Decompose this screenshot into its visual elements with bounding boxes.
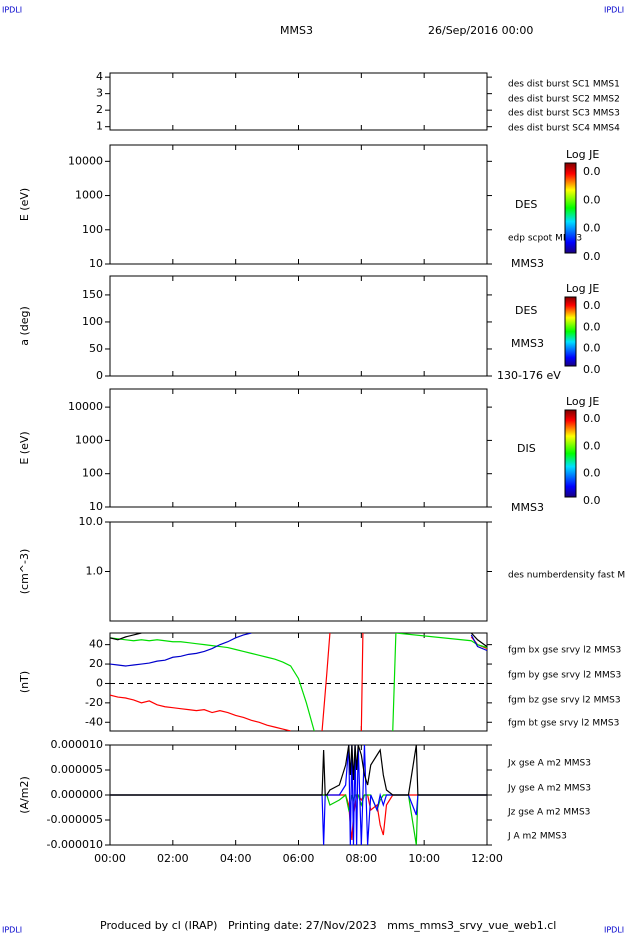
- legend-entry: Jx gse A m2 MMS3: [507, 759, 591, 769]
- corner-mark: IPDLI: [2, 926, 22, 934]
- y-tick-label: 40: [89, 638, 103, 651]
- legend-entry: fgm bx gse srvy l2 MMS3: [508, 646, 621, 656]
- y-tick-label: 100: [82, 223, 103, 236]
- y-tick-label: 0: [96, 676, 103, 689]
- colorbar-label: 0.0: [583, 439, 601, 452]
- y-tick-label: 10000: [68, 400, 103, 413]
- corner-mark: IPDLI: [2, 6, 22, 15]
- y-tick-label: 10: [89, 257, 103, 270]
- y-tick-label: 0.000010: [51, 738, 104, 751]
- y-tick-label: -0.000005: [47, 813, 103, 826]
- footer-text: Produced by cl (IRAP) Printing date: 27/…: [100, 919, 556, 932]
- colorbar-title: Log JE: [566, 282, 599, 295]
- y-tick-label: 1000: [75, 433, 103, 446]
- annotation: DES: [515, 198, 537, 211]
- colorbar-label: 0.0: [583, 320, 601, 333]
- colorbar-label: 0.0: [583, 193, 601, 206]
- header-title: MMS3: [280, 24, 313, 37]
- corner-mark: IPDLI: [604, 6, 624, 15]
- y-tick-label: 20: [89, 657, 103, 670]
- annotation: MMS3: [511, 257, 544, 270]
- y-tick-label: 1000: [75, 189, 103, 202]
- annotation: DES: [515, 304, 537, 317]
- series-line: [110, 633, 487, 731]
- y-axis-title: (nT): [18, 671, 31, 693]
- colorbar-label: 0.0: [583, 363, 601, 376]
- y-axis-title: (cm^-3): [18, 549, 31, 595]
- y-tick-label: -40: [85, 715, 103, 728]
- y-tick-label: 1.0: [86, 565, 104, 578]
- colorbar-label: 0.0: [583, 222, 601, 235]
- x-tick-label: 06:00: [283, 852, 315, 865]
- y-axis-title: (A/m2): [18, 776, 31, 814]
- legend-entry: Jz gse A m2 MMS3: [507, 808, 590, 818]
- colorbar-label: 0.0: [583, 165, 601, 178]
- annotation: 130-176 eV: [497, 369, 561, 382]
- annotation: DIS: [517, 442, 536, 455]
- y-tick-label: 10.0: [79, 515, 104, 528]
- legend-entry: des numberdensity fast M: [508, 571, 625, 581]
- legend-entry: fgm bt gse srvy l2 MMS3: [508, 719, 619, 729]
- header-date: 26/Sep/2016 00:00: [428, 24, 533, 37]
- colorbar-label: 0.0: [583, 299, 601, 312]
- y-tick-label: 10000: [68, 154, 103, 167]
- legend-entry: fgm bz gse srvy l2 MMS3: [508, 696, 621, 706]
- colorbar-label: 0.0: [583, 250, 601, 263]
- annotation: MMS3: [511, 337, 544, 350]
- colorbar-label: 0.0: [583, 494, 601, 507]
- y-tick-label: 100: [82, 315, 103, 328]
- x-tick-label: 00:00: [94, 852, 126, 865]
- y-tick-label: 0.000000: [51, 788, 104, 801]
- y-tick-label: 0.000005: [51, 763, 104, 776]
- x-tick-label: 12:00: [471, 852, 503, 865]
- y-tick-label: -0.000010: [47, 838, 103, 851]
- y-tick-label: 10: [89, 500, 103, 513]
- colorbar-title: Log JE: [566, 148, 599, 161]
- series-line: [110, 633, 487, 731]
- legend-entry: fgm by gse srvy l2 MMS3: [508, 671, 621, 681]
- y-tick-label: 0: [96, 369, 103, 382]
- x-tick-label: 10:00: [408, 852, 440, 865]
- y-tick-label: 4: [96, 70, 103, 83]
- annotation: MMS3: [511, 501, 544, 514]
- annotation: edp scpot MMS3: [508, 234, 582, 244]
- y-tick-label: -20: [85, 696, 103, 709]
- colorbar: [564, 162, 577, 254]
- colorbar: [564, 296, 577, 367]
- y-tick-label: 100: [82, 467, 103, 480]
- colorbar-label: 0.0: [583, 467, 601, 480]
- colorbar-label: 0.0: [583, 412, 601, 425]
- colorbar-title: Log JE: [566, 395, 599, 408]
- x-tick-label: 02:00: [157, 852, 189, 865]
- y-tick-label: 50: [89, 342, 103, 355]
- x-tick-label: 04:00: [220, 852, 252, 865]
- series-line: [110, 633, 487, 667]
- y-tick-label: 150: [82, 288, 103, 301]
- legend-entry: Jy gse A m2 MMS3: [507, 784, 591, 794]
- colorbar: [564, 409, 577, 498]
- legend-entry: des dist burst SC2 MMS2: [508, 95, 620, 105]
- series-line: [110, 745, 487, 796]
- legend-entry: J A m2 MMS3: [507, 832, 567, 842]
- y-axis-title: a (deg): [18, 306, 31, 346]
- y-tick-label: 2: [96, 103, 103, 116]
- x-tick-label: 08:00: [345, 852, 377, 865]
- corner-mark: IPDLI: [604, 926, 624, 934]
- series-line: [110, 633, 487, 648]
- legend-entry: des dist burst SC4 MMS4: [508, 124, 620, 134]
- colorbar-label: 0.0: [583, 342, 601, 355]
- y-tick-label: 1: [96, 120, 103, 133]
- y-axis-title: E (eV): [18, 188, 31, 221]
- legend-entry: des dist burst SC1 MMS1: [508, 80, 620, 90]
- y-axis-title: E (eV): [18, 431, 31, 464]
- legend-entry: des dist burst SC3 MMS3: [508, 109, 620, 119]
- y-tick-label: 3: [96, 87, 103, 100]
- series-line: [110, 745, 487, 845]
